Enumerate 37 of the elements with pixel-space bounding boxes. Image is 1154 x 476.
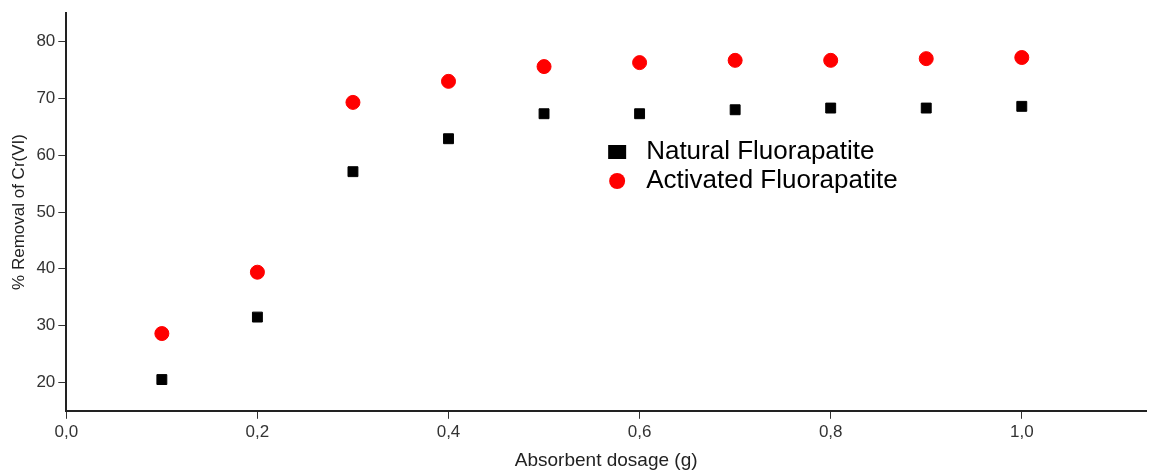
y-tick-label: 20 <box>36 372 56 392</box>
x-tick-label: 0,0 <box>54 421 79 441</box>
legend-label: Natural Fluorapatite <box>646 135 875 166</box>
x-axis-title: Absorbent dosage (g) <box>514 448 698 470</box>
point <box>251 311 263 323</box>
point <box>918 51 934 67</box>
point <box>825 102 837 114</box>
point <box>441 73 456 89</box>
y-tick-label: 60 <box>36 144 56 164</box>
legend-label: Activated Fluorapatite <box>646 164 898 195</box>
x-tick-label: 0,6 <box>627 421 652 441</box>
x-tick-label: 0,4 <box>436 421 461 441</box>
point <box>632 55 648 71</box>
y-axis-title: % Removal of Cr(VI) <box>8 134 28 290</box>
point <box>729 104 741 116</box>
x-tick-label: 1,0 <box>1009 421 1034 441</box>
point <box>345 94 361 110</box>
point <box>1016 100 1028 112</box>
point <box>1014 50 1030 65</box>
point <box>156 374 168 386</box>
y-tick-label: 80 <box>36 31 56 51</box>
point <box>920 102 932 114</box>
point <box>443 133 454 145</box>
point <box>347 166 359 178</box>
point <box>154 326 170 342</box>
point <box>536 59 552 75</box>
x-tick-label: 0,8 <box>818 421 843 441</box>
point <box>538 108 550 120</box>
x-tick-label: 0,2 <box>245 421 270 441</box>
point <box>634 108 646 120</box>
point <box>249 264 265 280</box>
y-tick-label: 40 <box>36 258 56 278</box>
point <box>727 52 743 68</box>
y-tick-label: 30 <box>36 315 56 335</box>
point <box>823 52 839 68</box>
y-tick-label: 70 <box>36 88 56 108</box>
y-tick-label: 50 <box>36 201 56 221</box>
